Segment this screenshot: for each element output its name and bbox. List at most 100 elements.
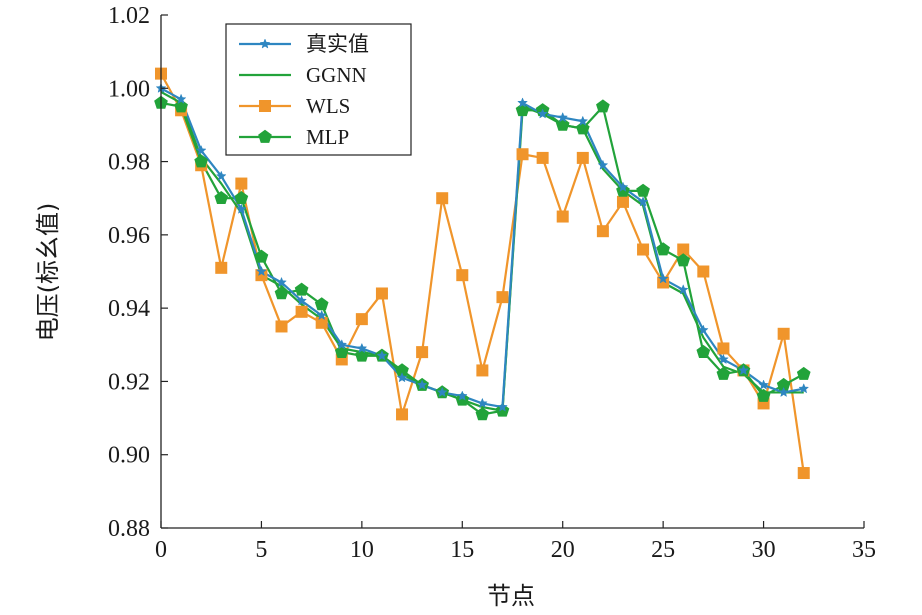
series-3-point	[515, 103, 530, 117]
x-tick-label: 10	[350, 537, 374, 563]
legend-label-1: GGNN	[306, 63, 367, 87]
series-2-point	[315, 316, 328, 329]
series-0-point	[557, 111, 569, 123]
legend-marker-0	[259, 38, 271, 49]
series-0-point	[637, 196, 649, 207]
series-3-point	[355, 348, 369, 362]
series-0-point	[597, 159, 609, 170]
series-3-point	[636, 183, 650, 197]
y-tick-label: 1.02	[108, 3, 150, 29]
series-0-point	[476, 397, 488, 409]
y-tick-label: 0.98	[108, 150, 150, 176]
series-2-point	[697, 265, 710, 278]
series-0-point	[356, 342, 368, 354]
series-3-point	[656, 242, 670, 256]
y-tick-label: 0.94	[108, 296, 150, 322]
series-0-point	[376, 350, 388, 361]
legend-label-3: MLP	[306, 125, 349, 149]
series-2-point	[436, 192, 449, 205]
legend-marker-3	[258, 129, 272, 143]
series-2-point	[556, 210, 569, 223]
series-2-point	[275, 320, 288, 333]
x-tick-label: 35	[852, 537, 876, 563]
y-tick-label: 0.92	[108, 369, 150, 395]
series-3-point	[214, 191, 229, 205]
series-0-point	[697, 324, 709, 335]
series-0-point	[778, 386, 790, 398]
series-0-point	[617, 181, 629, 192]
series-0-point	[798, 383, 810, 394]
y-tick-label: 0.88	[108, 516, 150, 542]
y-tick-label: 1.00	[108, 76, 150, 102]
axes: 0 5 10 15 20 25 30 35 0.88 0.90 0.92 0.94 0.96 0.98 1.…	[108, 3, 876, 563]
series-0-point	[396, 372, 408, 383]
y-tick-label: 0.96	[108, 223, 150, 249]
series-0-point	[215, 170, 227, 181]
series-3-point	[234, 191, 249, 205]
series-0-point	[416, 379, 428, 390]
series-3-point	[555, 117, 570, 131]
series-3-point	[395, 363, 409, 377]
x-tick-label: 5	[255, 537, 267, 563]
series-3-point	[314, 297, 329, 311]
series-3-point	[696, 344, 711, 358]
legend: 真实值 GGNN WLS MLP	[225, 23, 412, 156]
series-0-point	[738, 364, 749, 376]
series-2-point	[396, 408, 409, 421]
series-2-point	[375, 287, 388, 300]
series-0-point	[677, 284, 689, 295]
x-tick-label: 0	[155, 537, 167, 563]
series-2-point	[235, 177, 248, 190]
series-2-point	[637, 243, 650, 256]
series-0-point	[456, 390, 468, 401]
series-3-point	[254, 249, 269, 263]
series-2-point	[295, 305, 308, 318]
series-0-point	[436, 386, 448, 398]
series-2-point	[576, 151, 589, 164]
series-2-point	[255, 269, 268, 282]
series-0-point	[657, 273, 669, 284]
series-3-point	[756, 388, 771, 402]
series-2-point	[536, 151, 549, 164]
series-0-point	[256, 265, 267, 277]
series-2-point	[616, 195, 629, 208]
x-tick-label: 20	[551, 537, 575, 563]
series-3-point	[294, 282, 309, 296]
series-0-point	[195, 144, 207, 156]
series-0-point	[175, 93, 187, 104]
series-3-point	[796, 366, 811, 380]
series-2-point	[596, 225, 609, 238]
legend-label-2: WLS	[306, 94, 350, 118]
series-2-point	[516, 148, 529, 161]
series-3-point	[194, 154, 209, 168]
series-0-point	[758, 379, 769, 390]
series-2-point	[215, 261, 228, 274]
series-3-point	[334, 344, 349, 358]
series-0-point	[276, 276, 287, 288]
x-axis-title: 节点	[487, 582, 535, 610]
series-2-point	[657, 276, 670, 289]
series-0-point	[497, 401, 508, 412]
series-2-point	[416, 346, 429, 359]
x-tick-label: 15	[450, 537, 474, 563]
series-0-point	[517, 97, 528, 108]
series-3-point	[475, 407, 490, 421]
legend-marker-2	[259, 100, 271, 112]
legend-label-0: 真实值	[306, 32, 369, 56]
series-3-point	[776, 377, 791, 391]
legend-box	[225, 23, 412, 156]
series-0-point	[235, 203, 247, 214]
series-2-point	[456, 269, 469, 282]
series-3-point	[274, 286, 289, 300]
series-2-point	[496, 291, 509, 304]
series-0-point	[577, 115, 589, 126]
series-2-point	[677, 243, 690, 256]
series-3-point	[596, 99, 610, 113]
x-tick-label: 30	[752, 537, 776, 563]
y-tick-label: 0.90	[108, 443, 150, 469]
plot-markers	[154, 67, 811, 480]
series-2-point	[717, 342, 730, 355]
series-3-point	[575, 121, 590, 135]
series-0-point	[718, 353, 729, 365]
